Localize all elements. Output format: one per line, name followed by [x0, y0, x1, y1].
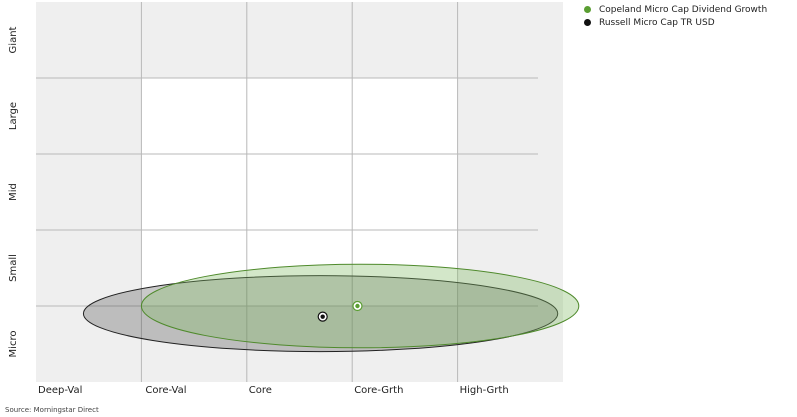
- x-tick-label: Core: [249, 385, 272, 396]
- centroid-benchmark: [320, 314, 325, 319]
- y-tick-label: Giant: [8, 26, 19, 53]
- legend-label-fund: Copeland Micro Cap Dividend Growth: [599, 4, 768, 15]
- legend-swatch-benchmark: [584, 19, 591, 26]
- centroid-fund: [355, 303, 360, 309]
- source-note: Source: Morningstar Direct: [5, 406, 99, 414]
- y-tick-label: Large: [8, 102, 19, 130]
- y-tick-label: Micro: [8, 331, 19, 358]
- x-tick-label: Core-Val: [145, 385, 186, 396]
- legend: Copeland Micro Cap Dividend Growth Russe…: [584, 3, 767, 29]
- y-tick-label: Mid: [8, 183, 19, 201]
- legend-swatch-fund: [584, 6, 591, 13]
- x-tick-label: High-Grth: [460, 385, 509, 396]
- x-tick-label: Deep-Val: [38, 385, 82, 396]
- legend-label-benchmark: Russell Micro Cap TR USD: [599, 17, 715, 28]
- style-box-grid-area: [141, 78, 458, 306]
- x-tick-label: Core-Grth: [354, 385, 403, 396]
- y-tick-label: Small: [8, 254, 19, 282]
- legend-item-fund[interactable]: Copeland Micro Cap Dividend Growth: [584, 3, 767, 16]
- legend-item-benchmark[interactable]: Russell Micro Cap TR USD: [584, 16, 767, 29]
